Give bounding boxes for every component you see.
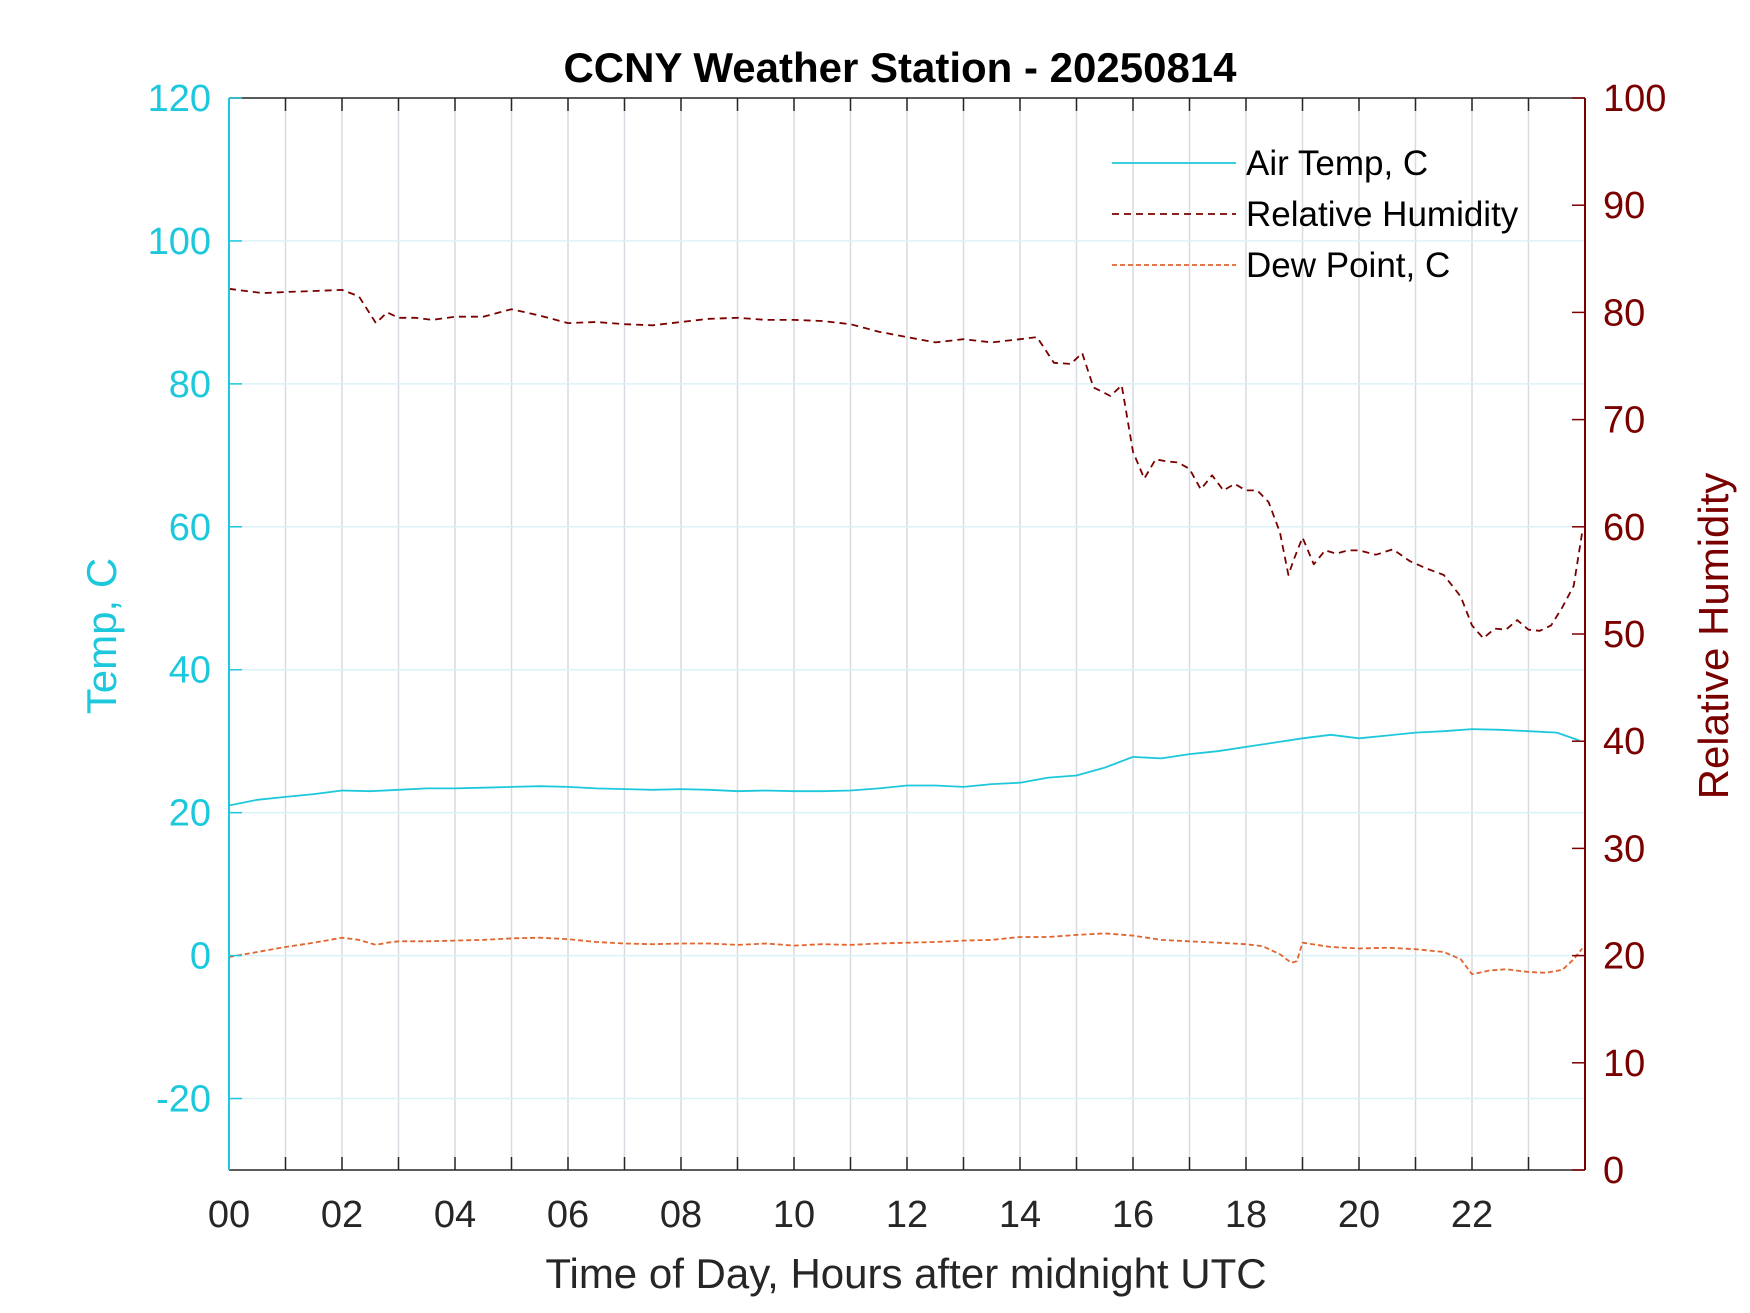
y-right-tick-label: 90 xyxy=(1603,185,1645,227)
y-left-tick-label: -20 xyxy=(156,1079,211,1121)
axes: 00 02 04 06 08 10 12 14 16 18 20 22-200204060801001… xyxy=(148,78,1667,1236)
x-tick-label: 14 xyxy=(999,1194,1041,1236)
y-right-tick-label: 20 xyxy=(1603,936,1645,978)
x-tick-label: 22 xyxy=(1451,1194,1493,1236)
y-right-tick-label: 70 xyxy=(1603,400,1645,442)
y-right-tick-label: 0 xyxy=(1603,1150,1624,1192)
y-right-tick-label: 10 xyxy=(1603,1043,1645,1085)
y-left-tick-label: 0 xyxy=(190,936,211,978)
y-left-tick-label: 40 xyxy=(169,650,211,692)
x-tick-label: 02 xyxy=(321,1194,363,1236)
x-tick-label: 20 xyxy=(1338,1194,1380,1236)
legend-label-1: Air Temp, C xyxy=(1246,144,1428,183)
y-right-tick-label: 40 xyxy=(1603,721,1645,763)
x-tick-label: 12 xyxy=(886,1194,928,1236)
x-tick-label: 00 xyxy=(208,1194,250,1236)
x-tick-label: 10 xyxy=(773,1194,815,1236)
y-right-tick-label: 30 xyxy=(1603,828,1645,870)
y-right-tick-label: 60 xyxy=(1603,507,1645,549)
series-line-2 xyxy=(228,287,1584,640)
series-line-3 xyxy=(228,932,1583,976)
y-left-tick-label: 60 xyxy=(169,507,211,549)
grid-lines xyxy=(229,97,1585,1170)
y-right-tick-label: 50 xyxy=(1603,614,1645,656)
y-left-tick-label: 20 xyxy=(169,793,211,835)
chart-title: CCNY Weather Station - 20250814 xyxy=(563,44,1237,91)
y-right-tick-label: 100 xyxy=(1603,78,1666,120)
legend-label-2: Relative Humidity xyxy=(1246,195,1519,234)
series-lines xyxy=(228,287,1584,976)
x-tick-label: 16 xyxy=(1112,1194,1154,1236)
x-tick-label: 08 xyxy=(660,1194,702,1236)
legend-label-3: Dew Point, C xyxy=(1246,246,1450,285)
x-tick-label: 06 xyxy=(547,1194,589,1236)
y-left-tick-label: 80 xyxy=(169,364,211,406)
y-left-tick-label: 120 xyxy=(148,78,211,120)
series-line-1 xyxy=(228,728,1580,807)
legend: Air Temp, C Relative Humidity Dew Point, C xyxy=(1112,144,1519,285)
y-right-tick-label: 80 xyxy=(1603,292,1645,334)
x-tick-label: 18 xyxy=(1225,1194,1267,1236)
y-right-axis-title: Relative Humidity xyxy=(1690,473,1737,800)
x-axis-title: Time of Day, Hours after midnight UTC xyxy=(545,1250,1266,1297)
y-left-axis-title: Temp, C xyxy=(78,558,125,714)
x-tick-label: 04 xyxy=(434,1194,476,1236)
y-left-tick-label: 100 xyxy=(148,221,211,263)
